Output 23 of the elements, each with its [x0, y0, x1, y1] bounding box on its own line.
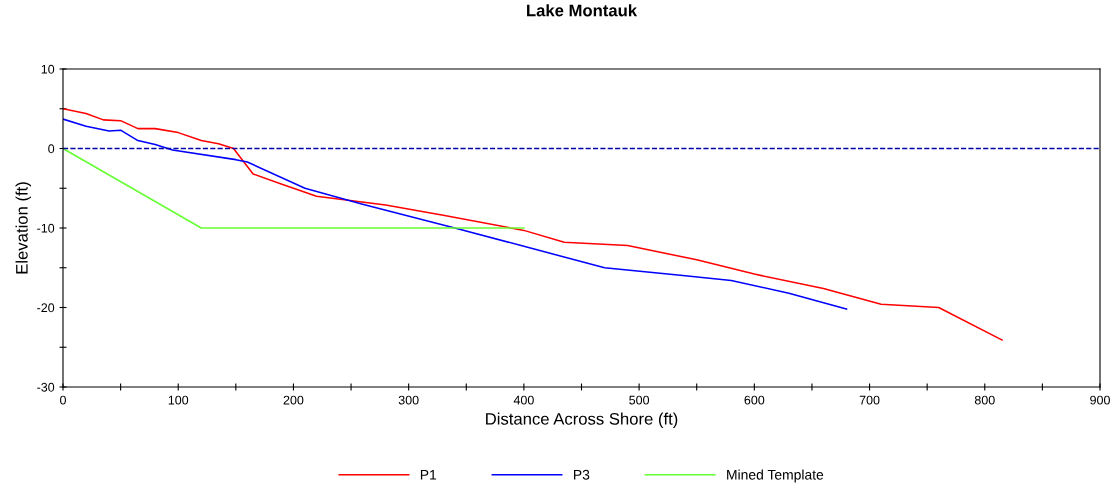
x-tick-label: 700	[859, 395, 880, 405]
chart-title: Lake Montauk	[527, 4, 638, 17]
y-tick-label: -20	[37, 303, 55, 313]
legend-label: P1	[420, 469, 437, 480]
legend-label: Mined Template	[727, 469, 824, 483]
x-tick-label: 0	[60, 395, 66, 405]
y-tick-label: -10	[37, 223, 55, 233]
x-tick-label: 200	[283, 395, 304, 405]
y-tick-label: 10	[41, 64, 55, 74]
x-tick-label: 800	[974, 395, 995, 405]
x-axis-title: Distance Across Shore (ft)	[486, 412, 678, 429]
line-series	[63, 118, 848, 310]
x-tick-label: 400	[513, 395, 534, 405]
x-tick-label: 900	[1090, 395, 1110, 405]
x-tick-label: 500	[629, 395, 650, 405]
y-tick-label: 0	[48, 144, 55, 154]
x-tick-label: 300	[398, 395, 419, 405]
y-tick-label: -30	[37, 382, 55, 392]
legend-label: P3	[574, 469, 590, 480]
line-series	[63, 107, 1003, 341]
x-tick-label: 600	[744, 395, 765, 405]
x-tick-label: 100	[168, 395, 189, 405]
y-axis-title: Elevation (ft)	[15, 182, 32, 274]
